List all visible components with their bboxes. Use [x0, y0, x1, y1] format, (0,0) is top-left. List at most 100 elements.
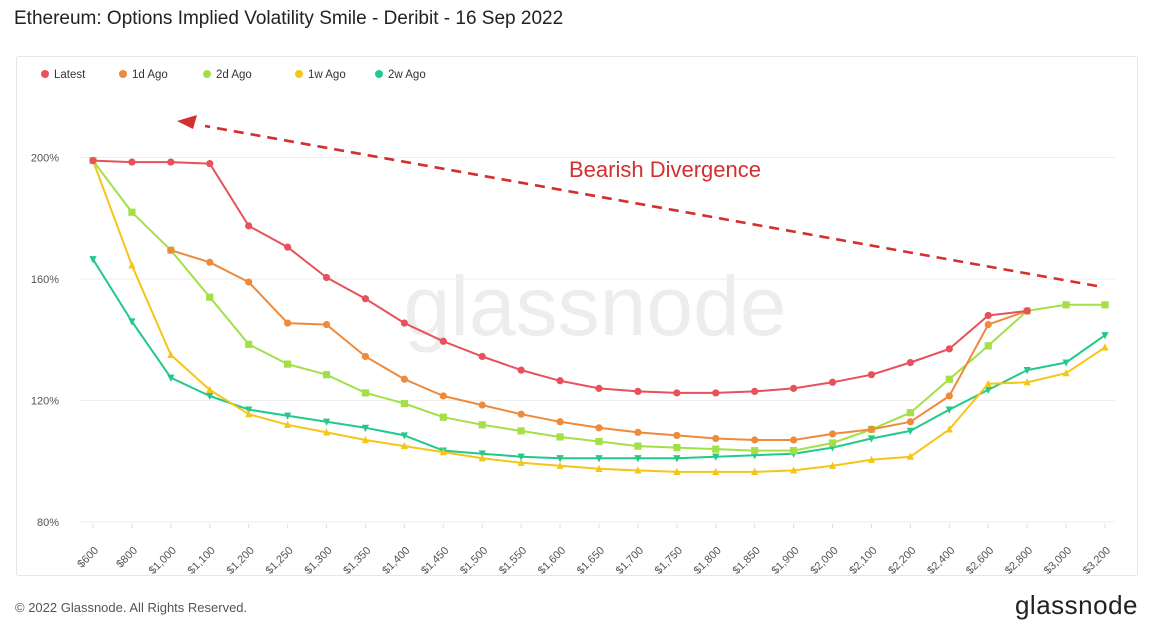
x-tick-label: $3,200: [1081, 545, 1113, 575]
data-point-2w-ago: [128, 318, 136, 326]
x-tick-label: $1,350: [341, 545, 373, 575]
x-tick-label: $2,600: [964, 545, 996, 575]
data-point-2d-ago: [828, 439, 837, 447]
x-tick-label: $1,550: [497, 545, 529, 575]
x-tick-label: $1,100: [186, 545, 218, 575]
data-point-1w-ago: [400, 441, 408, 450]
x-tick-label: $2,200: [886, 545, 918, 575]
data-point-1w-ago: [673, 467, 681, 475]
chart-frame: glassnode 80% 120% 160% 200% $600 $800 $1,000 $1…: [16, 56, 1138, 576]
data-point-latest: [751, 387, 759, 395]
data-point-2d-ago: [206, 293, 214, 301]
data-point-2w-ago: [361, 424, 370, 432]
data-point-latest: [167, 158, 175, 166]
watermark-text: glassnode: [404, 259, 787, 353]
data-point-1d-ago: [867, 425, 876, 433]
data-point-2d-ago: [751, 447, 759, 455]
data-point-2w-ago: [984, 386, 992, 394]
data-point-2d-ago: [906, 409, 914, 417]
data-point-1w-ago: [322, 428, 331, 436]
data-point-latest: [322, 273, 331, 282]
data-point-1d-ago: [673, 431, 681, 440]
data-point-1d-ago: [361, 352, 370, 361]
data-point-2d-ago: [595, 437, 603, 446]
legend-marker-1d-ago: [119, 70, 127, 78]
data-point-1d-ago: [284, 319, 292, 327]
data-point-1w-ago: [984, 379, 992, 387]
data-point-1d-ago: [712, 434, 720, 443]
x-tick-label: $1,600: [536, 545, 568, 575]
data-point-1d-ago: [595, 424, 603, 432]
data-point-2w-ago: [712, 453, 720, 461]
data-point-latest: [595, 384, 603, 392]
data-point-1d-ago: [790, 436, 798, 444]
data-point-latest: [867, 371, 876, 379]
data-point-2d-ago: [478, 421, 486, 429]
legend-marker-1w-ago: [295, 70, 303, 78]
data-point-latest: [634, 387, 642, 395]
data-point-latest: [790, 384, 798, 392]
x-tick-label: $1,000: [147, 545, 179, 575]
data-point-1d-ago: [751, 436, 759, 444]
data-point-2d-ago: [1101, 301, 1109, 309]
x-tick-label: $2,000: [808, 545, 840, 575]
data-point-2d-ago: [322, 371, 331, 379]
data-point-latest: [400, 319, 408, 327]
data-point-2w-ago: [1062, 359, 1070, 367]
data-point-1d-ago: [634, 428, 642, 436]
annotation-arrow-line: [204, 124, 1098, 288]
data-point-latest: [128, 158, 136, 166]
data-point-2w-ago: [284, 412, 292, 420]
copyright-text: © 2022 Glassnode. All Rights Reserved.: [15, 600, 248, 615]
data-point-2d-ago: [517, 427, 525, 435]
x-tick-label: $1,700: [614, 545, 646, 575]
data-point-latest: [945, 345, 953, 353]
data-point-2w-ago: [1101, 332, 1109, 340]
data-point-1w-ago: [245, 410, 253, 418]
data-point-latest: [556, 377, 564, 385]
data-point-2d-ago: [245, 340, 253, 348]
x-tick-label: $1,900: [769, 545, 801, 575]
data-point-2d-ago: [556, 433, 564, 441]
data-point-1w-ago: [595, 464, 603, 472]
x-tick-label: $1,300: [302, 545, 334, 575]
annotation-text: Bearish Divergence: [569, 157, 761, 182]
x-tick-label: $2,400: [925, 545, 957, 575]
data-point-1w-ago: [790, 466, 798, 474]
data-point-2w-ago: [400, 432, 408, 440]
data-point-latest: [828, 378, 837, 386]
legend-label-1d-ago: 1d Ago: [132, 69, 168, 81]
data-point-2w-ago: [322, 418, 331, 426]
data-point-1d-ago: [556, 418, 564, 426]
data-point-1w-ago: [751, 467, 759, 475]
legend-marker-2d-ago: [203, 70, 211, 78]
data-point-1w-ago: [1062, 369, 1070, 377]
data-point-latest: [517, 366, 525, 374]
data-point-1d-ago: [439, 392, 447, 400]
data-point-2w-ago: [517, 453, 525, 461]
data-point-latest: [245, 222, 253, 230]
data-point-latest: [439, 337, 447, 345]
data-point-2w-ago: [945, 406, 953, 414]
data-point-1d-ago: [245, 278, 253, 286]
data-point-2w-ago: [556, 455, 564, 463]
data-point-2d-ago: [673, 443, 681, 452]
data-point-1w-ago: [828, 461, 837, 469]
data-point-1d-ago: [322, 320, 331, 329]
data-point-1d-ago: [828, 430, 837, 438]
x-tick-label: $2,100: [847, 545, 879, 575]
data-point-1d-ago: [206, 258, 214, 266]
data-point-2w-ago: [906, 427, 914, 435]
data-point-2d-ago: [790, 447, 798, 455]
y-tick-label: 80%: [37, 517, 59, 529]
legend-label-latest: Latest: [54, 69, 86, 81]
x-tick-label: $800: [114, 545, 140, 571]
data-point-2d-ago: [128, 208, 136, 216]
y-tick-label: 160%: [31, 274, 59, 286]
x-tick-label: $600: [75, 545, 101, 571]
data-point-2d-ago: [984, 342, 992, 350]
data-point-latest: [284, 243, 292, 251]
data-point-latest: [673, 389, 681, 397]
data-point-latest: [984, 311, 992, 320]
